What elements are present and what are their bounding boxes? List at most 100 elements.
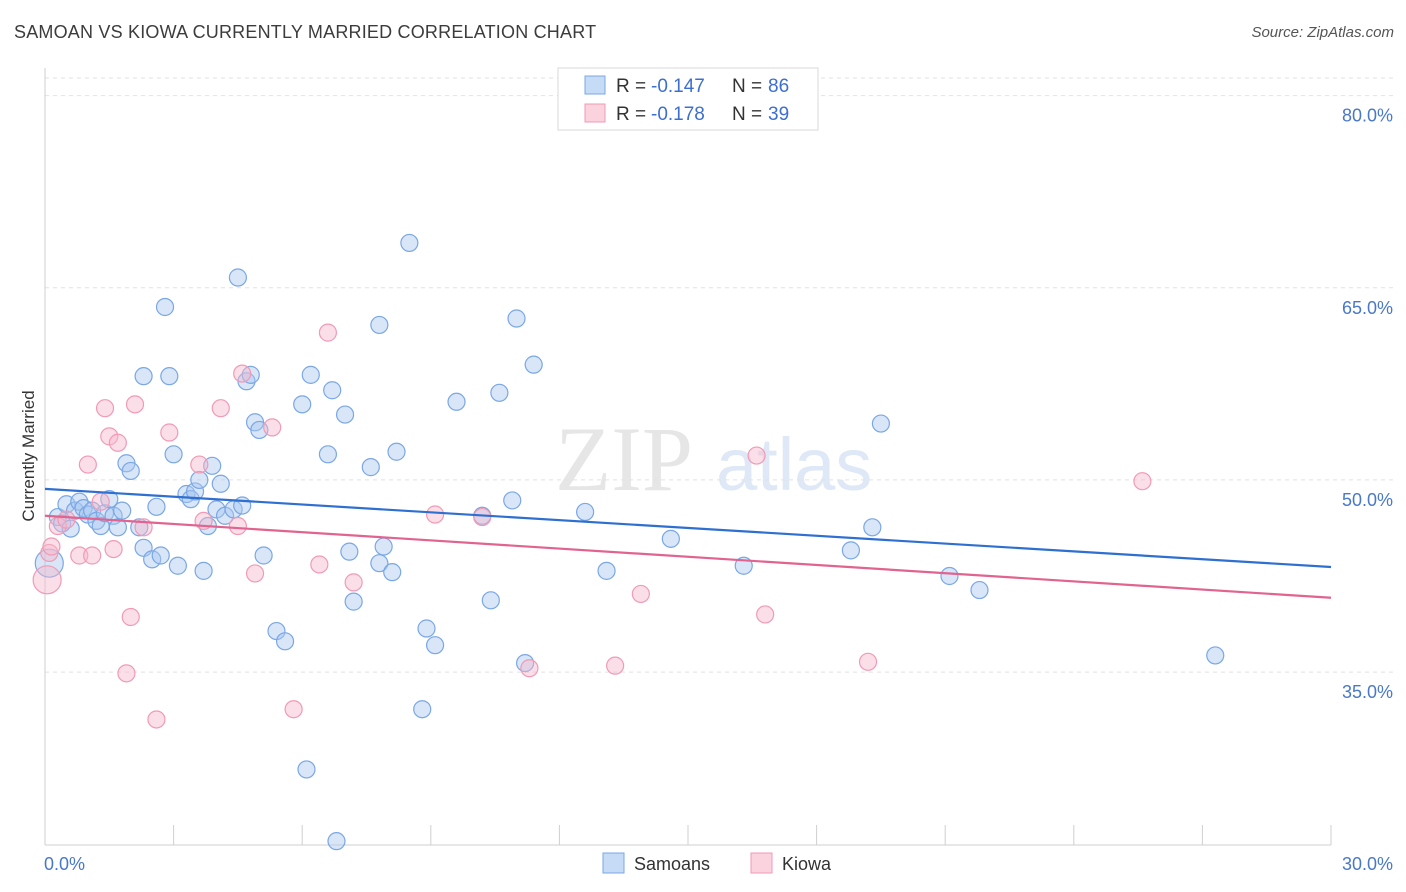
series-samoans — [34, 233, 1225, 851]
data-point — [83, 546, 102, 565]
y-tick-label: 80.0% — [1342, 106, 1393, 126]
data-point — [1133, 472, 1152, 491]
data-point — [245, 564, 265, 583]
data-point — [42, 537, 61, 556]
data-point — [756, 605, 775, 624]
data-point — [503, 491, 522, 510]
data-point — [631, 584, 650, 604]
data-point — [871, 414, 891, 433]
data-point — [228, 516, 247, 536]
y-axis-label: Currently Married — [19, 390, 38, 521]
data-point — [400, 233, 419, 253]
data-point — [310, 555, 329, 574]
data-point — [383, 563, 402, 582]
legend-swatch-samoans — [584, 75, 606, 95]
data-point — [344, 573, 363, 592]
y-tick-label: 65.0% — [1342, 298, 1393, 318]
data-point — [91, 492, 110, 511]
top-legend: R = -0.147 N = 86 R = -0.178 N = 39 — [557, 67, 819, 131]
data-point — [335, 405, 355, 424]
legend-r-label-samoans: R = — [616, 76, 646, 97]
data-point — [121, 461, 140, 481]
data-point — [606, 656, 625, 675]
data-point — [203, 456, 222, 475]
data-point — [147, 710, 166, 729]
watermark-zip: ZIP — [555, 408, 693, 510]
chart-title: SAMOAN VS KIOWA CURRENTLY MARRIED CORREL… — [14, 22, 597, 42]
x-tick-label: 30.0% — [1342, 854, 1393, 874]
data-point — [370, 315, 389, 335]
data-point — [143, 550, 162, 569]
data-point — [160, 367, 179, 386]
y-tick-labels: 35.0% 50.0% 65.0% 80.0% — [1342, 106, 1393, 702]
data-point — [275, 632, 295, 651]
data-point — [481, 591, 500, 610]
data-point — [32, 565, 62, 595]
data-point — [190, 455, 209, 474]
data-point — [490, 383, 509, 402]
data-point — [155, 297, 175, 317]
data-point — [108, 433, 127, 452]
trend-line-samoans — [44, 487, 1332, 569]
legend-n-value-samoans: 86 — [768, 76, 789, 97]
data-point — [95, 399, 115, 418]
bottom-legend-swatch-kiowa — [750, 852, 773, 874]
data-point — [211, 474, 230, 493]
data-point — [361, 458, 380, 477]
legend-n-value-kiowa: 39 — [768, 104, 789, 125]
data-point — [125, 395, 145, 414]
data-point — [318, 323, 338, 342]
data-point — [301, 365, 320, 384]
data-point — [327, 832, 346, 851]
data-point — [597, 561, 616, 580]
x-tick-label: 0.0% — [44, 854, 85, 874]
data-point — [841, 541, 860, 560]
data-point — [940, 566, 959, 586]
data-point — [576, 502, 595, 522]
data-point — [370, 554, 389, 573]
series-kiowa — [32, 323, 1152, 729]
data-point — [284, 700, 303, 719]
legend-n-label-kiowa: N = — [732, 104, 762, 125]
legend-n-label-samoans: N = — [732, 76, 762, 97]
data-point — [190, 470, 209, 490]
data-point — [263, 418, 282, 437]
data-point — [425, 636, 445, 655]
data-point — [747, 446, 766, 465]
data-point — [293, 395, 312, 414]
data-point — [254, 546, 273, 565]
legend-swatch-kiowa — [584, 103, 606, 123]
data-point — [160, 423, 179, 442]
data-point — [147, 497, 166, 516]
legend-r-value-samoans: -0.147 — [651, 76, 705, 97]
data-point — [113, 501, 132, 520]
data-point — [1206, 646, 1225, 665]
data-point — [323, 381, 342, 400]
data-point — [970, 580, 989, 600]
data-point — [507, 309, 526, 328]
data-point — [863, 518, 882, 537]
data-point — [425, 505, 445, 524]
data-point — [228, 268, 247, 287]
data-point — [520, 659, 539, 678]
data-point — [297, 760, 316, 779]
data-point — [413, 700, 432, 719]
data-point — [134, 367, 153, 386]
data-point — [318, 445, 338, 464]
data-point — [164, 445, 183, 464]
data-point — [194, 561, 213, 580]
data-point — [185, 482, 205, 501]
trend-lines — [44, 487, 1332, 599]
data-point — [151, 546, 170, 565]
data-point — [374, 537, 393, 556]
bottom-legend-label-samoans: Samoans — [634, 854, 710, 874]
data-point — [233, 364, 252, 383]
data-point — [34, 548, 64, 578]
bottom-legend: Samoans Kiowa — [602, 852, 832, 874]
data-point — [211, 399, 230, 418]
y-tick-label: 50.0% — [1342, 490, 1393, 510]
bottom-legend-swatch-samoans — [602, 852, 625, 874]
y-tick-label: 35.0% — [1342, 682, 1393, 702]
data-point — [108, 518, 127, 537]
